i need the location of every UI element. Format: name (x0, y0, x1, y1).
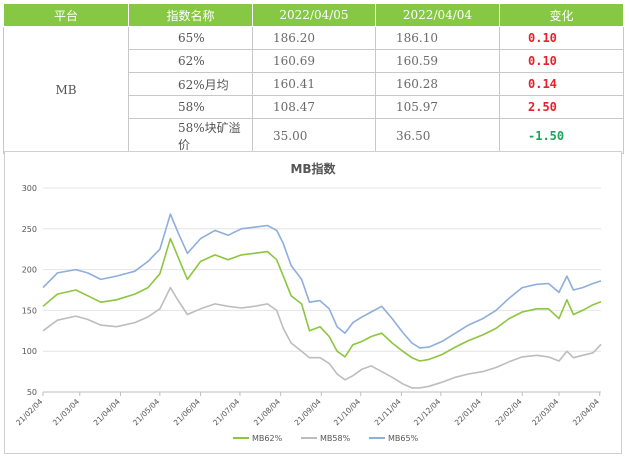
previous-value-cell: 36.50 (375, 118, 500, 154)
header-change: 变化 (499, 3, 624, 27)
x-tick-label: 21/05/04 (131, 397, 161, 427)
legend-label: MB58% (320, 434, 351, 443)
x-tick-label: 21/11/04 (373, 397, 403, 427)
x-tick-label: 21/08/04 (252, 397, 282, 427)
x-tick-label: 22/03/04 (530, 397, 560, 427)
change-cell: 2.50 (499, 95, 624, 119)
x-tick-label: 21/02/04 (14, 397, 44, 427)
x-tick-label: 21/03/04 (51, 397, 81, 427)
index-name-cell: 62% (128, 49, 253, 73)
header-date-current: 2022/04/05 (252, 3, 376, 27)
x-tick-label: 21/06/04 (172, 397, 202, 427)
platform-cell: MB (3, 26, 129, 154)
series-line-mb62 (42, 237, 602, 362)
index-name-cell: 65% (128, 26, 253, 50)
x-tick-label: 21/09/04 (293, 397, 323, 427)
chart-legend: MB62% MB58% MB65% (233, 434, 419, 443)
change-cell: -1.50 (499, 118, 624, 154)
change-cell: 0.14 (499, 72, 624, 96)
y-tick-label: 250 (22, 225, 37, 234)
x-axis: 21/02/04 21/03/04 21/04/04 21/05/04 21/06/04… (14, 392, 601, 427)
x-tick-label: 22/02/04 (493, 397, 523, 427)
chart-title: MB指数 (290, 161, 336, 176)
current-value-cell: 35.00 (252, 118, 376, 154)
y-axis: 50 100 150 200 250 300 (22, 184, 37, 397)
x-tick-label: 21/07/04 (211, 397, 241, 427)
previous-value-cell: 160.28 (375, 72, 500, 96)
index-name-cell: 58% (128, 95, 253, 119)
previous-value-cell: 160.59 (375, 49, 500, 73)
table-row: 58% 108.47 105.97 2.50 (4, 95, 624, 119)
y-tick-label: 200 (22, 266, 37, 275)
change-cell: 0.10 (499, 49, 624, 73)
y-tick-label: 300 (22, 184, 37, 193)
table-header-row: 平台 指数名称 2022/04/05 2022/04/04 变化 (3, 3, 624, 27)
x-tick-label: 22/01/04 (453, 397, 483, 427)
current-value-cell: 186.20 (252, 26, 376, 50)
previous-value-cell: 105.97 (375, 95, 500, 119)
series-lines (42, 213, 602, 389)
table-row: MB 65% 186.20 186.10 0.10 (3, 26, 624, 154)
x-tick-label: 21/10/04 (332, 397, 362, 427)
y-tick-label: 50 (27, 388, 37, 397)
current-value-cell: 160.41 (252, 72, 376, 96)
legend-label: MB62% (252, 434, 283, 443)
header-platform: 平台 (3, 3, 129, 27)
header-date-previous: 2022/04/04 (375, 3, 500, 27)
table-row: 62%月均 160.41 160.28 0.14 (4, 72, 624, 96)
x-tick-label: 21/12/04 (412, 397, 442, 427)
legend-label: MB65% (388, 434, 419, 443)
current-value-cell: 108.47 (252, 95, 376, 119)
price-table: 平台 指数名称 2022/04/05 2022/04/04 变化 MB 65% … (3, 3, 624, 154)
index-name-cell: 62%月均 (128, 72, 253, 96)
previous-value-cell: 186.10 (375, 26, 500, 50)
y-tick-label: 100 (22, 347, 37, 356)
x-tick-label: 22/04/04 (571, 397, 601, 427)
index-name-cell: 58%块矿溢价 (128, 118, 253, 154)
table-row: 58%块矿溢价 35.00 36.50 -1.50 (4, 118, 624, 154)
x-tick-label: 21/04/04 (92, 397, 122, 427)
change-cell: 0.10 (499, 26, 624, 50)
series-line-mb65 (42, 213, 602, 349)
chart-grid (43, 187, 601, 393)
header-index-name: 指数名称 (128, 3, 253, 27)
table-row: 62% 160.69 160.59 0.10 (4, 49, 624, 73)
y-tick-label: 150 (22, 306, 37, 315)
current-value-cell: 160.69 (252, 49, 376, 73)
chart-panel: MB指数 50 100 150 200 250 300 21/02/04 21/03/04 2… (4, 151, 622, 454)
series-line-mb58 (42, 286, 602, 389)
